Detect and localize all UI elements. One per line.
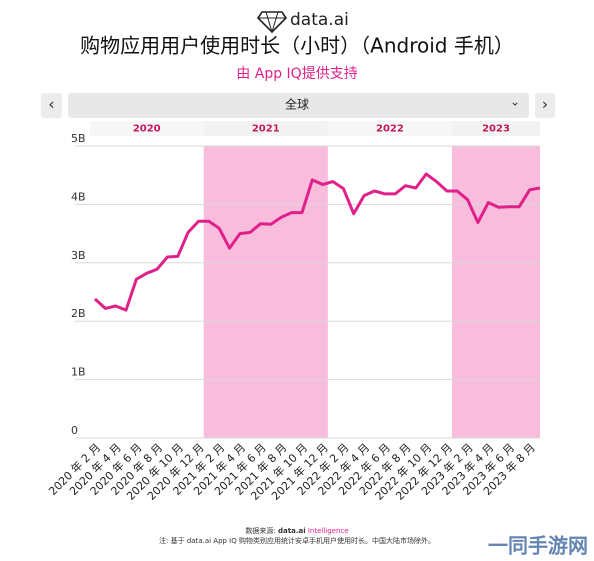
source-product: Intelligence — [308, 527, 349, 535]
region-caret[interactable]: ⌄ — [510, 95, 520, 109]
chart-title: 购物应用用户使用时长（小时）（Android 手机） — [80, 34, 514, 58]
y-tick-label: 3B — [71, 249, 86, 262]
year-label: 2020 — [133, 124, 161, 135]
y-tick-label: 2B — [71, 307, 86, 320]
source: 数据来源: data.ai Intelligence — [245, 526, 348, 535]
watermark: 一同手游网 — [488, 534, 588, 558]
note: 注: 基于 data.ai App IQ 购物类别应用统计安卓手机用户使用时长。… — [159, 536, 435, 545]
y-tick-label: 1B — [71, 366, 86, 379]
year-header — [203, 121, 328, 136]
year-band — [452, 146, 540, 438]
region-select[interactable] — [68, 93, 529, 118]
prev-icon[interactable]: ‹ — [48, 95, 54, 114]
y-tick-label: 5B — [71, 132, 86, 145]
y-tick-label: 4B — [71, 190, 86, 203]
source-brand: data.ai — [278, 527, 306, 535]
year-label: 2022 — [376, 124, 404, 135]
prev-button[interactable] — [41, 93, 62, 118]
region-label[interactable]: 全球 — [285, 97, 309, 112]
series-line — [93, 172, 541, 312]
logo — [256, 11, 288, 34]
year-header — [327, 121, 453, 136]
chart-subtitle: 由 App IQ提供支持 — [236, 66, 357, 82]
next-button[interactable] — [535, 93, 555, 118]
year-label: 2021 — [252, 124, 280, 135]
y-tick-label: 0 — [71, 424, 78, 437]
source-label: 数据来源: — [245, 526, 278, 535]
year-header — [89, 121, 204, 136]
brand: data.ai — [290, 10, 349, 30]
year-label: 2023 — [482, 124, 510, 135]
next-icon[interactable]: › — [542, 95, 548, 114]
year-header — [452, 121, 540, 136]
